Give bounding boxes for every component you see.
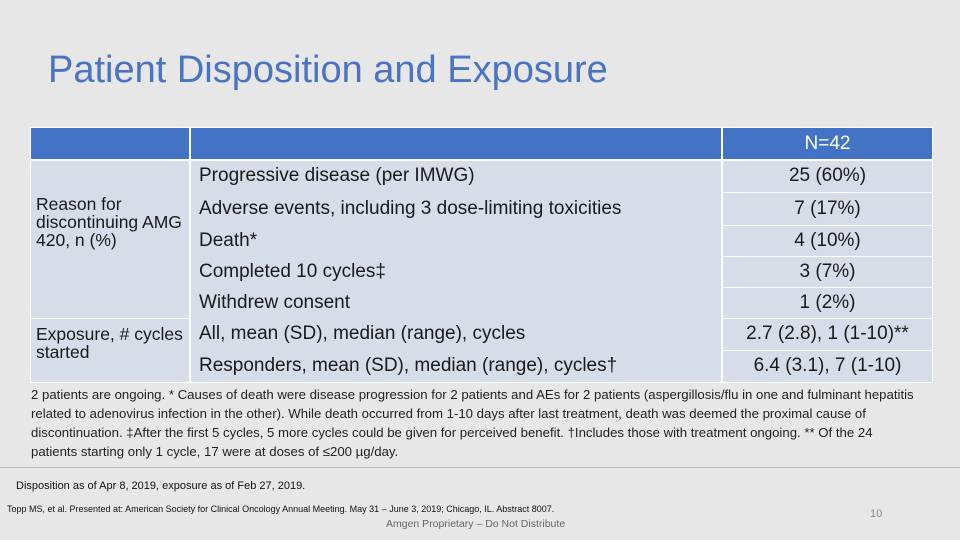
row-value: 4 (10%) [794,230,861,251]
row-label: Responders, mean (SD), median (range), c… [199,355,618,376]
row-divider [722,318,933,319]
footer-divider [0,467,960,468]
row-value: 1 (2%) [799,292,856,313]
page-number: 10 [870,508,883,520]
row-value: 6.4 (3.1), 7 (1-10) [753,355,902,376]
row-value: 7 (17%) [794,198,861,219]
citation: Topp MS, et al. Presented at: American S… [7,504,555,514]
confidentiality-notice: Amgen Proprietary – Do Not Distribute [386,518,566,530]
row-label: All, mean (SD), median (range), cycles [199,323,526,344]
row-divider [722,225,933,226]
row-labels-cell [190,160,722,383]
row-group-cell [30,160,190,383]
row-value: 2.7 (2.8), 1 (1-10)** [746,323,909,344]
table-header-cell [30,127,190,160]
disposition-table: N=42 Reason for discontinuing AMG 420, n… [30,127,933,383]
slide-title: Patient Disposition and Exposure [48,49,608,91]
row-divider [30,318,190,319]
row-label: Withdrew consent [199,292,351,313]
table-header-cell [722,127,933,160]
row-divider [722,192,933,193]
row-divider [722,350,933,351]
table-footnote: 2 patients are ongoing. * Causes of deat… [31,387,914,459]
row-label: Adverse events, including 3 dose-limitin… [199,198,622,219]
row-values-cell [722,160,933,383]
disposition-note: Disposition as of Apr 8, 2019, exposure … [16,480,306,492]
exposure-group-label: Exposure, # cycles started [36,324,183,362]
row-divider [722,287,933,288]
row-divider [722,256,933,257]
row-value: 25 (60%) [788,165,867,186]
row-value: 3 (7%) [799,261,856,282]
row-label: Completed 10 cycles‡ [199,261,386,282]
row-label: Progressive disease (per IMWG) [199,165,475,186]
header-n-value: N=42 [804,133,851,154]
reason-group-label: Reason for discontinuing AMG 420, n (%) [36,194,182,250]
row-label: Death* [199,230,258,251]
table-header-cell [190,127,722,160]
